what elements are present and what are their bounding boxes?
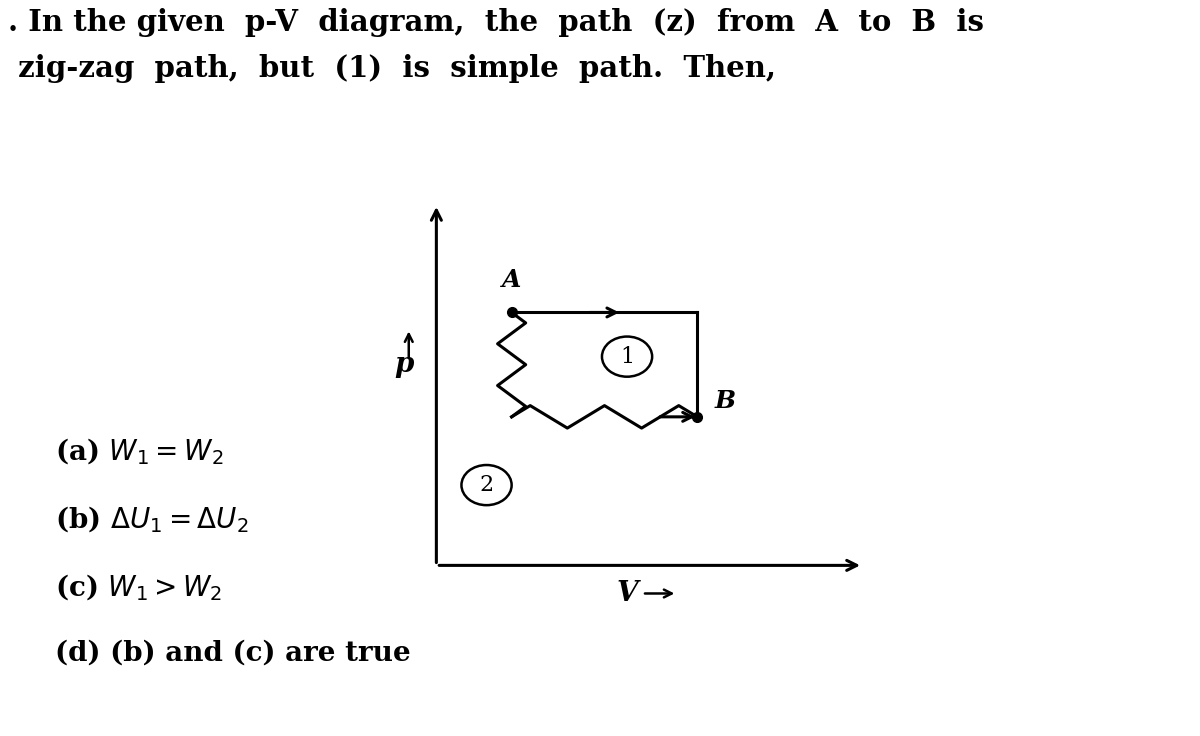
Text: V: V <box>617 580 638 607</box>
Text: . In the given  p-V  diagram,  the  path  (z)  from  A  to  B  is: . In the given p-V diagram, the path (z)… <box>8 8 984 37</box>
Text: p: p <box>394 351 414 378</box>
Text: (a) $W_1 = W_2$: (a) $W_1 = W_2$ <box>55 436 223 467</box>
Text: A: A <box>502 269 521 292</box>
Text: (c) $W_1 > W_2$: (c) $W_1 > W_2$ <box>55 572 222 603</box>
Text: (d) (b) and (c) are true: (d) (b) and (c) are true <box>55 640 410 667</box>
Text: zig-zag  path,  but  (1)  is  simple  path.  Then,: zig-zag path, but (1) is simple path. Th… <box>8 54 776 83</box>
Text: (b) $\Delta U_1 = \Delta U_2$: (b) $\Delta U_1 = \Delta U_2$ <box>55 504 248 534</box>
Text: 1: 1 <box>620 346 634 367</box>
Text: 2: 2 <box>480 474 493 496</box>
Text: B: B <box>714 389 736 413</box>
